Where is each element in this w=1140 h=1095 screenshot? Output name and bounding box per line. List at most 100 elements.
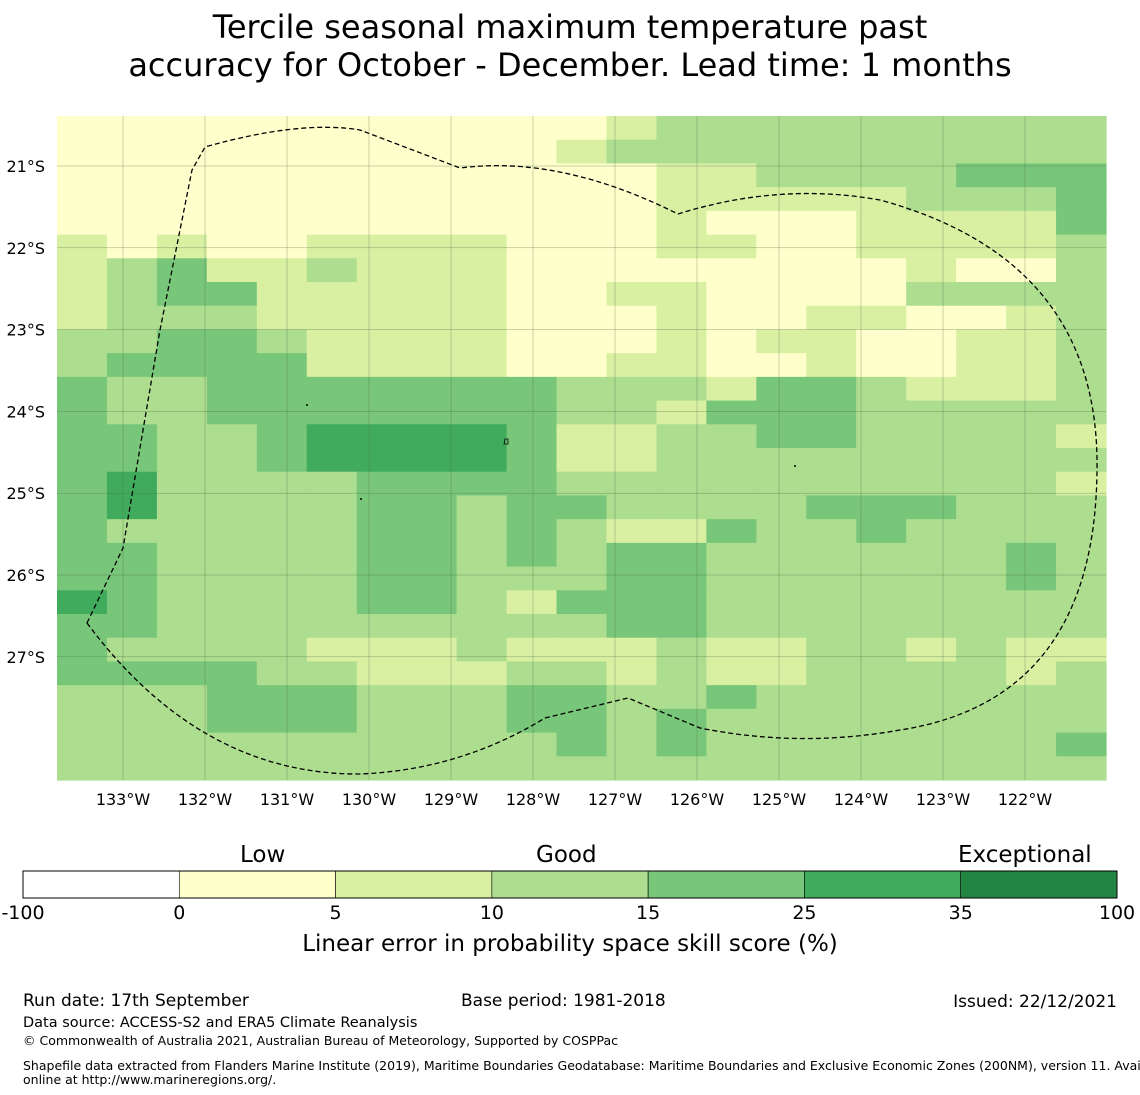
grid-cell bbox=[506, 282, 558, 307]
grid-cell bbox=[806, 519, 857, 544]
grid-cell bbox=[356, 590, 408, 615]
grid-cell bbox=[706, 566, 757, 591]
graticule bbox=[57, 116, 1106, 780]
lon-label: 127°W bbox=[588, 790, 643, 809]
grid-cell bbox=[756, 519, 807, 544]
grid-cell bbox=[606, 282, 658, 307]
grid-cell bbox=[1056, 376, 1107, 402]
colorbar-tick: 15 bbox=[636, 902, 661, 924]
title-line-2: accuracy for October - December. Lead ti… bbox=[128, 46, 1012, 84]
issued-date: Issued: 22/12/2021 bbox=[953, 992, 1117, 1012]
grid-cell bbox=[1056, 210, 1107, 236]
grid-cell bbox=[906, 685, 957, 710]
grid-cell bbox=[57, 139, 108, 165]
grid-cell bbox=[756, 732, 807, 757]
grid-cell bbox=[706, 376, 757, 402]
grid-cell bbox=[706, 424, 757, 449]
grid-cell bbox=[906, 471, 957, 497]
grid-cell bbox=[57, 637, 108, 663]
grid-cell bbox=[356, 685, 408, 710]
grid-cell bbox=[706, 210, 757, 236]
grid-cell bbox=[206, 542, 258, 568]
grid-cell bbox=[706, 234, 757, 259]
grid-cell bbox=[956, 519, 1007, 544]
grid-cell bbox=[57, 661, 108, 686]
grid-cell bbox=[506, 234, 558, 259]
grid-cell bbox=[806, 210, 857, 236]
grid-cell bbox=[356, 139, 408, 165]
grid-cell bbox=[156, 566, 208, 591]
grid-cell bbox=[306, 471, 358, 497]
grid-cell bbox=[956, 637, 1007, 663]
skill-map: 21°S22°S23°S24°S25°S26°S27°S 133°W 132°W 1… bbox=[6, 116, 1107, 809]
grid-cell bbox=[206, 305, 258, 331]
grid-cell bbox=[606, 163, 658, 188]
grid-cell bbox=[456, 234, 508, 259]
grid-cell bbox=[706, 637, 757, 663]
grid-cell bbox=[156, 590, 208, 615]
islet bbox=[306, 404, 308, 406]
grid-cell bbox=[556, 234, 608, 259]
grid-cell bbox=[506, 258, 558, 283]
grid-cell bbox=[156, 400, 208, 425]
colorbar-bin bbox=[491, 870, 649, 899]
grid-cell bbox=[906, 353, 957, 378]
grid-cell bbox=[256, 448, 308, 473]
grid-cell bbox=[606, 661, 658, 686]
grid-cell bbox=[906, 187, 957, 212]
grid-cell bbox=[57, 448, 108, 473]
grid-cell bbox=[406, 732, 458, 757]
grid-cell bbox=[256, 282, 308, 307]
lat-label: 24°S bbox=[6, 402, 45, 421]
grid-cell bbox=[656, 590, 707, 615]
grid-cell bbox=[106, 163, 158, 188]
grid-cell bbox=[856, 732, 907, 757]
grid-cell bbox=[57, 376, 108, 402]
grid-cell bbox=[356, 637, 408, 663]
grid-cell bbox=[306, 519, 358, 544]
grid-cell bbox=[306, 708, 358, 734]
grid-cell bbox=[356, 234, 408, 259]
grid-cell bbox=[57, 424, 108, 449]
grid-cell bbox=[706, 448, 757, 473]
grid-cell bbox=[1056, 590, 1107, 615]
grid-cell bbox=[1006, 590, 1057, 615]
grid-cell bbox=[906, 282, 957, 307]
grid-cell bbox=[606, 329, 658, 354]
grid-cell bbox=[856, 376, 907, 402]
grid-cell bbox=[906, 590, 957, 615]
grid-cell bbox=[506, 471, 558, 497]
grid-cell bbox=[1056, 519, 1107, 544]
islet bbox=[360, 498, 362, 500]
grid-cell bbox=[456, 353, 508, 378]
grid-cell bbox=[606, 139, 658, 165]
grid-cell bbox=[956, 329, 1007, 354]
grid-cell bbox=[956, 282, 1007, 307]
grid-cell bbox=[206, 282, 258, 307]
grid-cell bbox=[406, 376, 458, 402]
grid-cell bbox=[1006, 566, 1057, 591]
grid-cell bbox=[656, 139, 707, 165]
grid-cell bbox=[306, 305, 358, 331]
grid-cell bbox=[106, 353, 158, 378]
grid-cell bbox=[156, 732, 208, 757]
grid-cell bbox=[856, 614, 907, 639]
category-good: Good bbox=[536, 842, 597, 868]
grid-cell bbox=[856, 305, 907, 331]
grid-cell bbox=[156, 637, 208, 663]
grid-cell bbox=[506, 187, 558, 212]
grid-cell bbox=[256, 542, 308, 568]
grid-cell bbox=[206, 519, 258, 544]
grid-cell bbox=[456, 282, 508, 307]
grid-cell bbox=[1056, 163, 1107, 188]
grid-cell bbox=[456, 329, 508, 354]
grid-cell bbox=[756, 163, 807, 188]
grid-cell bbox=[406, 116, 458, 141]
grid-cell bbox=[806, 187, 857, 212]
grid-cell bbox=[206, 210, 258, 236]
grid-cell bbox=[506, 329, 558, 354]
grid-cell bbox=[106, 329, 158, 354]
grid-cell bbox=[1006, 353, 1057, 378]
colorbar-title: Linear error in probability space skill … bbox=[302, 931, 838, 957]
grid-cell bbox=[456, 424, 508, 449]
